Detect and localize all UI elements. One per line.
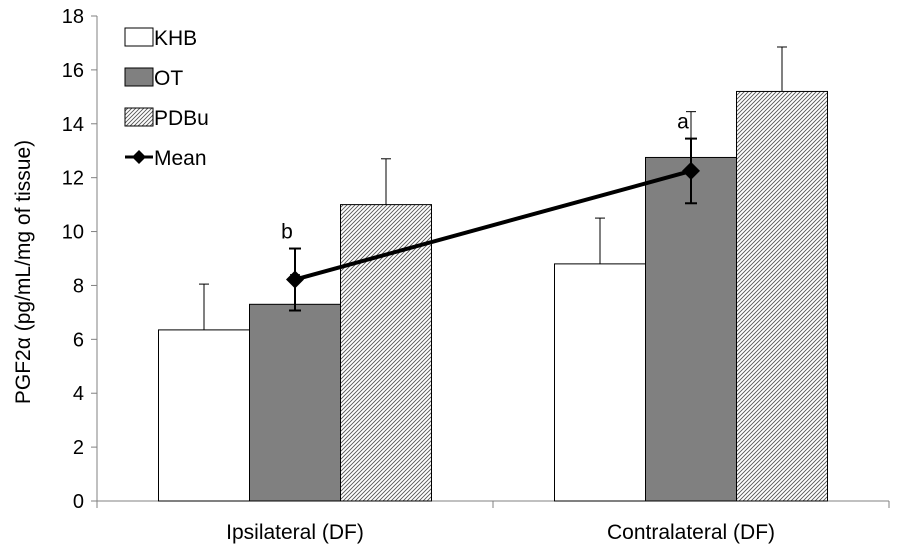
significance-label: b — [281, 221, 293, 244]
legend: KHB OT PDBu Mean — [124, 27, 209, 170]
legend-label-ot: OT — [154, 67, 183, 90]
mean-marker — [286, 270, 304, 289]
y-tick-label: 8 — [73, 275, 84, 297]
y-axis-title: PGF2α (pg/mL/mg of tissue) — [12, 140, 35, 404]
mean-line — [294, 169, 692, 282]
bars — [158, 46, 828, 502]
bar-khb-1 — [554, 263, 646, 502]
y-tick-label: 0 — [73, 491, 84, 513]
legend-swatch-ot — [124, 67, 154, 87]
legend-marker-mean — [132, 150, 146, 164]
y-tick-label: 16 — [62, 60, 84, 82]
legend-label-pdbu: PDBu — [154, 107, 209, 130]
mean-line-group: ba — [281, 111, 700, 312]
y-tick-label: 14 — [62, 114, 84, 136]
legend-swatch-khb — [124, 27, 154, 47]
bar-ot-1 — [645, 156, 737, 502]
y-tick-label: 6 — [73, 329, 84, 351]
mean-marker — [682, 161, 700, 180]
legend-label-khb: KHB — [154, 27, 197, 50]
x-tick-label: Ipsilateral (DF) — [226, 521, 364, 544]
y-tick-label: 10 — [62, 222, 84, 244]
y-tick-label: 4 — [73, 383, 84, 405]
axes: 0 2 4 6 8 10 12 14 16 18 Ipsilateral (DF) Contralat… — [62, 6, 890, 544]
x-tick-label: Contralateral (DF) — [607, 521, 775, 544]
y-tick-label: 12 — [62, 168, 84, 190]
bar-ot-0 — [249, 303, 341, 502]
legend-swatch-pdbu — [124, 107, 154, 127]
bar-pdbu-0 — [340, 204, 432, 502]
significance-label: a — [677, 111, 689, 134]
y-tick-label: 18 — [62, 6, 84, 28]
bar-pdbu-1 — [736, 90, 828, 502]
y-tick-label: 2 — [73, 437, 84, 459]
legend-label-mean: Mean — [154, 147, 207, 170]
bar-khb-0 — [158, 329, 250, 502]
